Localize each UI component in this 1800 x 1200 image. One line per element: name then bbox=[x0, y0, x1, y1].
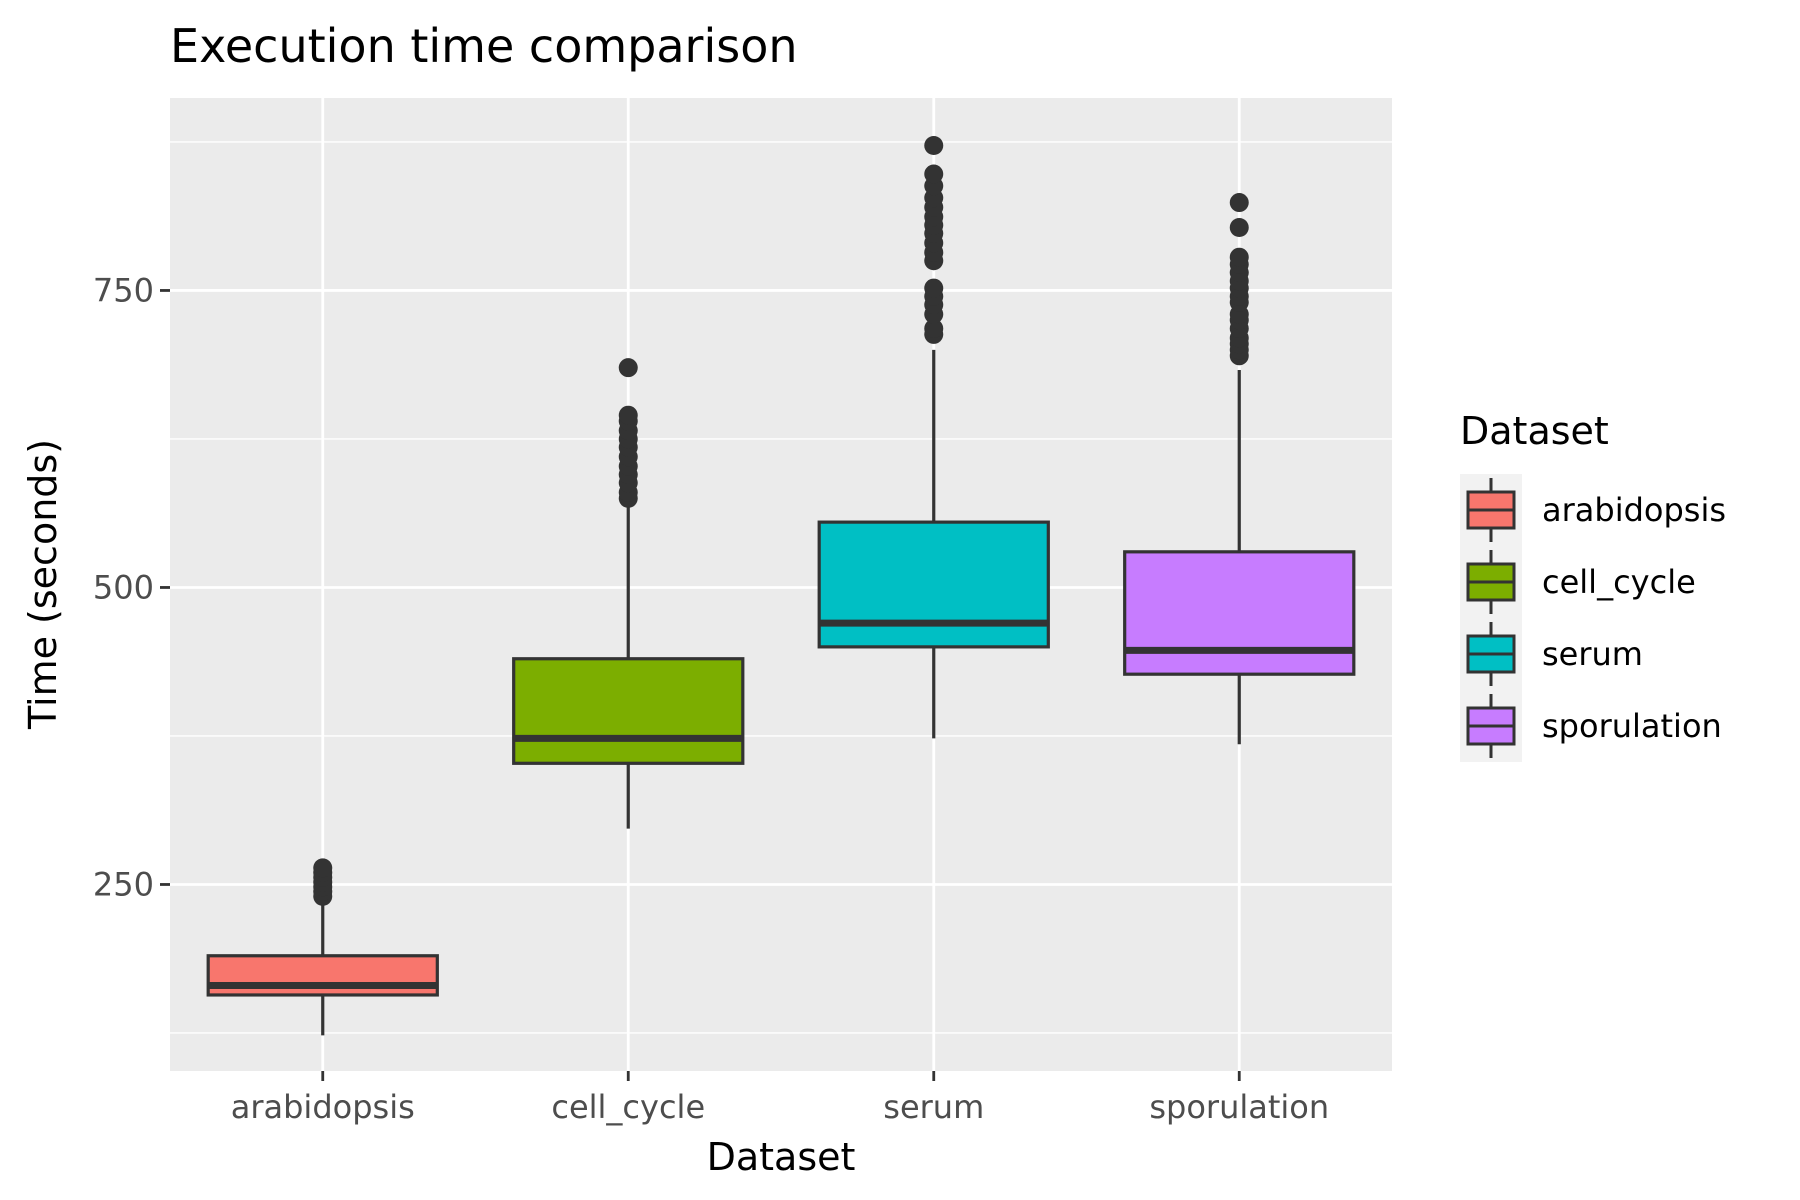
legend-item-arabidopsis: arabidopsis bbox=[1466, 478, 1726, 542]
legend-label: cell_cycle bbox=[1542, 563, 1696, 601]
box-iqr bbox=[817, 520, 1050, 649]
box-cell_cycle bbox=[512, 358, 745, 829]
box-iqr bbox=[1123, 550, 1356, 676]
legend-label: sporulation bbox=[1542, 707, 1722, 745]
outlier-point bbox=[618, 358, 638, 378]
legend-label: serum bbox=[1542, 635, 1643, 673]
x-axis-title: Dataset bbox=[707, 1135, 856, 1179]
x-tick-label: serum bbox=[883, 1088, 984, 1126]
outlier-point bbox=[1229, 193, 1249, 213]
outlier-point bbox=[313, 858, 333, 878]
outlier-point bbox=[924, 318, 944, 338]
box-arabidopsis bbox=[206, 858, 439, 1036]
box-layer bbox=[206, 136, 1356, 1036]
outlier-point bbox=[924, 278, 944, 298]
y-axis-title: Time (seconds) bbox=[21, 439, 65, 730]
box-iqr bbox=[206, 954, 439, 997]
outlier-point bbox=[924, 136, 944, 156]
legend-item-sporulation: sporulation bbox=[1466, 694, 1722, 758]
box-serum bbox=[817, 136, 1050, 739]
outlier-point bbox=[924, 164, 944, 184]
x-tick-label: cell_cycle bbox=[551, 1088, 705, 1126]
x-tick-label: arabidopsis bbox=[231, 1088, 415, 1126]
chart-title: Execution time comparison bbox=[170, 19, 798, 73]
y-tick-label: 500 bbox=[93, 568, 154, 606]
outlier-point bbox=[1229, 247, 1249, 267]
y-axis: 250 500 750 bbox=[93, 271, 170, 903]
legend-label: arabidopsis bbox=[1542, 491, 1726, 529]
outlier-point bbox=[1229, 217, 1249, 237]
x-axis: arabidopsis cell_cycle serum sporulation bbox=[231, 1071, 1329, 1126]
x-tick-label: sporulation bbox=[1149, 1088, 1329, 1126]
legend-title: Dataset bbox=[1460, 409, 1609, 453]
y-tick-label: 750 bbox=[93, 271, 154, 309]
box-iqr bbox=[512, 657, 745, 765]
box-sporulation bbox=[1123, 193, 1356, 745]
legend-item-serum: serum bbox=[1466, 622, 1643, 686]
y-tick-label: 250 bbox=[93, 865, 154, 903]
outlier-point bbox=[618, 405, 638, 425]
legend-item-cell_cycle: cell_cycle bbox=[1466, 550, 1696, 614]
